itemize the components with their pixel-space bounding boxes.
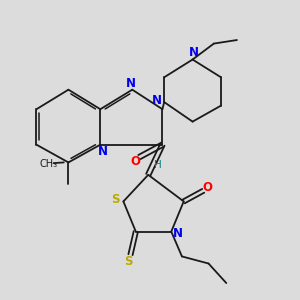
Text: N: N — [98, 145, 108, 158]
Text: N: N — [152, 94, 161, 107]
Text: S: S — [111, 193, 120, 206]
Text: N: N — [173, 227, 183, 240]
Text: O: O — [202, 181, 212, 194]
Text: N: N — [125, 77, 136, 90]
Text: H: H — [154, 160, 162, 170]
Text: CH₃: CH₃ — [40, 159, 58, 169]
Text: O: O — [130, 155, 140, 168]
Text: S: S — [124, 255, 133, 268]
Text: N: N — [189, 46, 199, 59]
